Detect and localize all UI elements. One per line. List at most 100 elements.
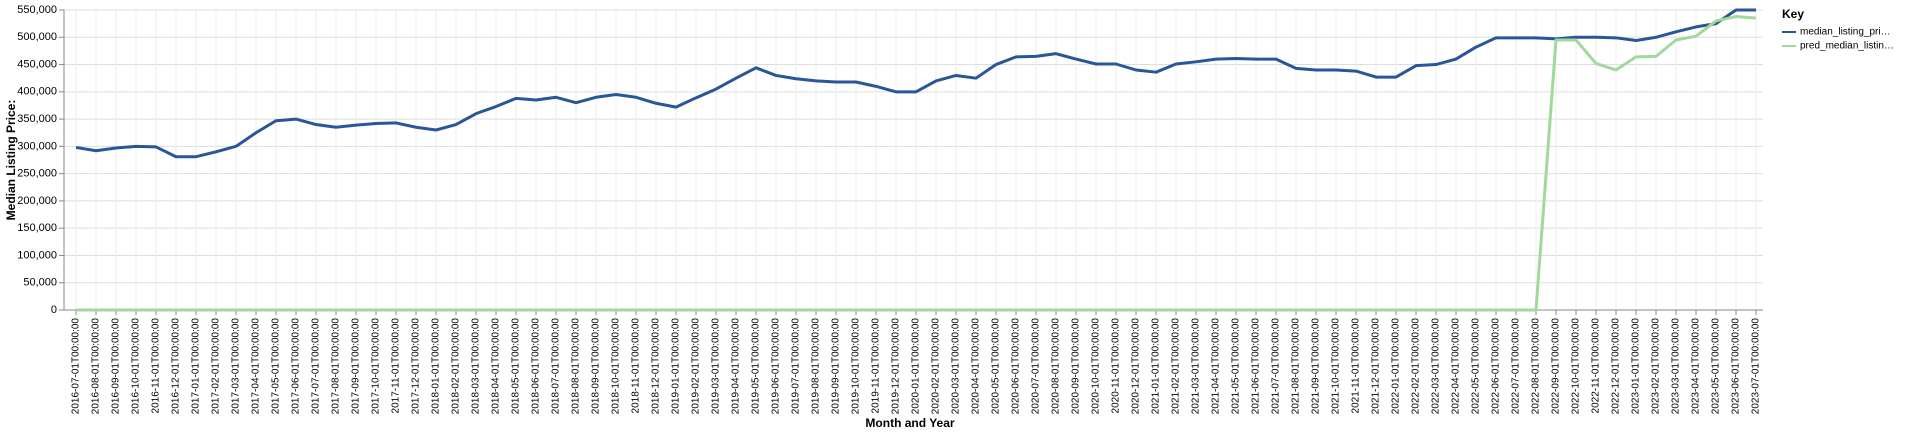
x-tick-label: 2023-06-01T00:00:00 <box>1731 318 1742 415</box>
x-tick-label: 2021-02-01T00:00:00 <box>1171 318 1182 415</box>
x-tick-label: 2022-01-01T00:00:00 <box>1391 318 1402 415</box>
x-tick-label: 2018-02-01T00:00:00 <box>451 318 462 415</box>
x-tick-label: 2017-08-01T00:00:00 <box>331 318 342 415</box>
y-axis-title: Median Listing Price: <box>4 100 18 221</box>
x-tick-label: 2018-08-01T00:00:00 <box>571 318 582 415</box>
x-tick-label: 2022-04-01T00:00:00 <box>1451 318 1462 415</box>
x-tick-label: 2020-02-01T00:00:00 <box>931 318 942 415</box>
y-tick-label: 500,000 <box>17 31 57 43</box>
x-tick-label: 2021-12-01T00:00:00 <box>1371 318 1382 415</box>
x-tick-label: 2016-12-01T00:00:00 <box>171 318 182 415</box>
x-tick-label: 2017-12-01T00:00:00 <box>411 318 422 415</box>
x-tick-label: 2016-08-01T00:00:00 <box>91 318 102 415</box>
x-tick-label: 2021-10-01T00:00:00 <box>1331 318 1342 415</box>
x-tick-label: 2021-04-01T00:00:00 <box>1211 318 1222 415</box>
y-tick-label: 450,000 <box>17 58 57 70</box>
x-tick-label: 2018-10-01T00:00:00 <box>611 318 622 415</box>
y-tick-label: 350,000 <box>17 113 57 125</box>
x-tick-label: 2016-10-01T00:00:00 <box>131 318 142 415</box>
x-tick-label: 2019-03-01T00:00:00 <box>711 318 722 415</box>
y-tick-label: 0 <box>51 304 57 316</box>
x-tick-label: 2019-02-01T00:00:00 <box>691 318 702 415</box>
x-tick-label: 2022-02-01T00:00:00 <box>1411 318 1422 415</box>
x-tick-label: 2020-10-01T00:00:00 <box>1091 318 1102 415</box>
x-tick-label: 2018-09-01T00:00:00 <box>591 318 602 415</box>
x-tick-label: 2021-09-01T00:00:00 <box>1311 318 1322 415</box>
x-tick-label: 2019-10-01T00:00:00 <box>851 318 862 415</box>
x-tick-label: 2017-10-01T00:00:00 <box>371 318 382 415</box>
x-tick-label: 2018-11-01T00:00:00 <box>631 318 642 414</box>
x-tick-label: 2016-11-01T00:00:00 <box>151 318 162 414</box>
x-tick-label: 2020-09-01T00:00:00 <box>1071 318 1082 415</box>
x-tick-label: 2021-07-01T00:00:00 <box>1271 318 1282 415</box>
x-tick-label: 2022-05-01T00:00:00 <box>1471 318 1482 415</box>
x-tick-label: 2023-07-01T00:00:00 <box>1751 318 1762 415</box>
x-tick-label: 2020-12-01T00:00:00 <box>1131 318 1142 415</box>
x-tick-label: 2019-09-01T00:00:00 <box>831 318 842 415</box>
x-axis-title: Month and Year <box>865 416 954 430</box>
y-tick-label: 150,000 <box>17 222 57 234</box>
x-tick-label: 2022-09-01T00:00:00 <box>1551 318 1562 415</box>
x-tick-label: 2019-08-01T00:00:00 <box>811 318 822 415</box>
x-tick-label: 2017-04-01T00:00:00 <box>251 318 262 415</box>
y-tick-label: 550,000 <box>17 4 57 16</box>
x-tick-label: 2021-01-01T00:00:00 <box>1151 318 1162 415</box>
x-tick-label: 2022-07-01T00:00:00 <box>1511 318 1522 415</box>
x-tick-label: 2017-11-01T00:00:00 <box>391 318 402 414</box>
y-tick-label: 250,000 <box>17 168 57 180</box>
x-tick-label: 2021-03-01T00:00:00 <box>1191 318 1202 415</box>
x-tick-label: 2020-01-01T00:00:00 <box>911 318 922 415</box>
x-tick-label: 2023-01-01T00:00:00 <box>1631 318 1642 415</box>
x-tick-label: 2018-04-01T00:00:00 <box>491 318 502 415</box>
x-tick-label: 2018-06-01T00:00:00 <box>531 318 542 415</box>
x-tick-label: 2021-06-01T00:00:00 <box>1251 318 1262 415</box>
x-tick-label: 2018-12-01T00:00:00 <box>651 318 662 415</box>
x-tick-label: 2020-03-01T00:00:00 <box>951 318 962 415</box>
x-tick-label: 2020-08-01T00:00:00 <box>1051 318 1062 415</box>
legend-title: Key <box>1782 7 1804 21</box>
series-line <box>76 15 1757 312</box>
x-tick-label: 2017-09-01T00:00:00 <box>351 318 362 415</box>
x-tick-label: 2020-11-01T00:00:00 <box>1111 318 1122 414</box>
y-tick-label: 300,000 <box>17 140 57 152</box>
x-tick-label: 2020-06-01T00:00:00 <box>1011 318 1022 415</box>
x-tick-label: 2021-11-01T00:00:00 <box>1351 318 1362 414</box>
x-tick-label: 2022-12-01T00:00:00 <box>1611 318 1622 415</box>
x-tick-label: 2019-11-01T00:00:00 <box>871 318 882 414</box>
x-tick-label: 2020-07-01T00:00:00 <box>1031 318 1042 415</box>
x-tick-label: 2017-02-01T00:00:00 <box>211 318 222 415</box>
x-tick-label: 2022-06-01T00:00:00 <box>1491 318 1502 415</box>
x-tick-label: 2023-04-01T00:00:00 <box>1691 318 1702 415</box>
x-tick-label: 2018-05-01T00:00:00 <box>511 318 522 415</box>
y-tick-label: 400,000 <box>17 86 57 98</box>
x-tick-label: 2019-01-01T00:00:00 <box>671 318 682 415</box>
y-tick-label: 200,000 <box>17 195 57 207</box>
x-tick-label: 2020-05-01T00:00:00 <box>991 318 1002 415</box>
x-tick-label: 2017-01-01T00:00:00 <box>191 318 202 415</box>
x-tick-label: 2023-03-01T00:00:00 <box>1671 318 1682 415</box>
x-tick-label: 2023-02-01T00:00:00 <box>1651 318 1662 415</box>
legend-label: pred_median_listin… <box>1800 41 1894 52</box>
x-tick-label: 2017-06-01T00:00:00 <box>291 318 302 415</box>
y-tick-label: 100,000 <box>17 249 57 261</box>
x-tick-label: 2019-12-01T00:00:00 <box>891 318 902 415</box>
x-tick-label: 2022-10-01T00:00:00 <box>1571 318 1582 415</box>
y-tick-label: 50,000 <box>23 277 57 289</box>
x-tick-label: 2018-03-01T00:00:00 <box>471 318 482 415</box>
x-tick-label: 2016-09-01T00:00:00 <box>111 318 122 415</box>
x-tick-label: 2019-04-01T00:00:00 <box>731 318 742 415</box>
x-tick-label: 2017-03-01T00:00:00 <box>231 318 242 415</box>
x-tick-label: 2022-03-01T00:00:00 <box>1431 318 1442 415</box>
series-line <box>75 8 1756 159</box>
x-tick-label: 2017-05-01T00:00:00 <box>271 318 282 415</box>
x-tick-label: 2018-07-01T00:00:00 <box>551 318 562 415</box>
x-tick-label: 2017-07-01T00:00:00 <box>311 318 322 415</box>
x-tick-label: 2022-08-01T00:00:00 <box>1531 318 1542 415</box>
x-tick-label: 2023-05-01T00:00:00 <box>1711 318 1722 415</box>
x-tick-label: 2019-05-01T00:00:00 <box>751 318 762 415</box>
legend-label: median_listing_pri… <box>1800 27 1891 38</box>
x-tick-label: 2019-06-01T00:00:00 <box>771 318 782 415</box>
x-tick-label: 2020-04-01T00:00:00 <box>971 318 982 415</box>
